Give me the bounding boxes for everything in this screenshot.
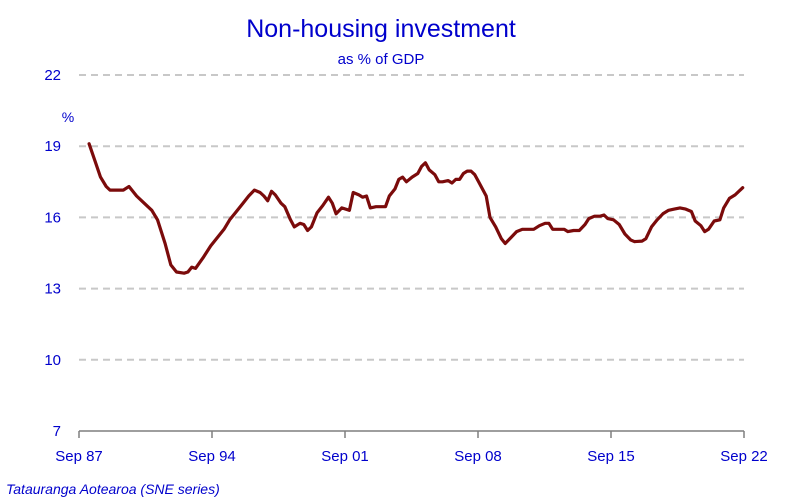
y-tick-label: 7 [53, 423, 61, 440]
gridlines [79, 74, 744, 361]
x-tick-label: Sep 22 [720, 448, 768, 465]
x-tick-label: Sep 15 [587, 448, 635, 465]
y-tick-label: 16 [44, 209, 61, 226]
y-tick-label: 22 [44, 67, 61, 84]
chart-subtitle: as % of GDP [338, 51, 425, 68]
series-line-non-housing-investment [87, 142, 745, 275]
y-tick-label: 10 [44, 352, 61, 369]
x-axis-ticks: Sep 87 Sep 94 Sep 01 Sep 08 Sep 15 Sep 22 [55, 431, 768, 465]
y-axis-tick-labels: 7 10 13 16 19 22 [44, 67, 61, 440]
x-tick-label: Sep 87 [55, 448, 103, 465]
source-note: Tatauranga Aotearoa (SNE series) [6, 481, 220, 497]
series-layer [87, 142, 745, 275]
y-tick-label: 13 [44, 281, 61, 298]
y-tick-label: 19 [44, 138, 61, 155]
x-tick-label: Sep 01 [321, 448, 369, 465]
y-axis-unit-label: % [62, 109, 74, 125]
x-tick-label: Sep 94 [188, 448, 236, 465]
chart-title: Non-housing investment [246, 15, 516, 43]
x-tick-label: Sep 08 [454, 448, 502, 465]
